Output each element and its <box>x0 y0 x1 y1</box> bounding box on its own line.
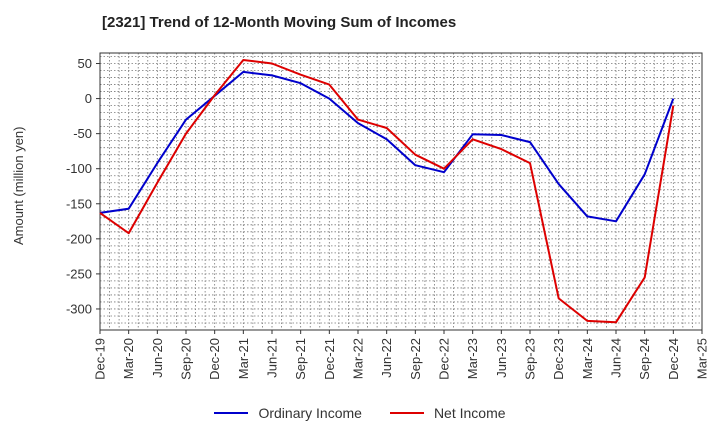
x-tick-label: Jun-23 <box>494 338 509 378</box>
plot-background <box>100 53 702 330</box>
y-tick-label: -200 <box>66 231 92 246</box>
y-tick-label: -250 <box>66 266 92 281</box>
x-tick-label: Jun-22 <box>379 338 394 378</box>
legend: Ordinary Income Net Income <box>0 405 720 421</box>
series-line-net-income <box>99 59 675 324</box>
x-tick-label: Dec-21 <box>322 338 337 380</box>
y-tick-label: -100 <box>66 161 92 176</box>
y-tick-label: 0 <box>85 91 92 106</box>
x-tick-label: Dec-19 <box>93 338 108 380</box>
x-tick-label: Jun-20 <box>150 338 165 378</box>
x-tick-label: Dec-24 <box>666 338 681 380</box>
y-tick-label: 50 <box>78 56 92 71</box>
plot-frame <box>99 52 703 331</box>
x-tick-label: Dec-22 <box>437 338 452 380</box>
y-tick-label: -300 <box>66 301 92 316</box>
x-tick-label: Jun-21 <box>265 338 280 378</box>
legend-label-ordinary-income: Ordinary Income <box>258 405 362 421</box>
x-tick-label: Sep-24 <box>637 338 652 380</box>
chart-title: [2321] Trend of 12-Month Moving Sum of I… <box>102 14 457 31</box>
x-tick-label: Mar-22 <box>351 338 366 379</box>
x-tick-label: Dec-23 <box>551 338 566 380</box>
x-tick-label: Mar-25 <box>695 338 710 379</box>
legend-swatch-net-income <box>389 412 424 414</box>
legend-label-net-income: Net Income <box>433 405 506 421</box>
x-tick-label: Dec-20 <box>207 338 222 380</box>
x-tick-label: Sep-21 <box>293 338 308 380</box>
x-tick-label: Mar-23 <box>465 338 480 379</box>
x-tick-label: Mar-24 <box>580 338 595 379</box>
series-line-ordinary-income <box>99 70 675 223</box>
legend-item-net-income: Net Income <box>389 405 506 421</box>
x-tick-label: Mar-20 <box>121 338 136 379</box>
y-tick-label: -150 <box>66 196 92 211</box>
x-tick-label: Mar-21 <box>236 338 251 379</box>
y-tick-label: -50 <box>73 126 92 141</box>
x-tick-label: Sep-22 <box>408 338 423 380</box>
legend-swatch-ordinary-income <box>214 412 249 414</box>
legend-item-ordinary-income: Ordinary Income <box>214 405 362 421</box>
x-tick-label: Jun-24 <box>609 338 624 378</box>
x-tick-label: Sep-23 <box>523 338 538 380</box>
x-tick-label: Sep-20 <box>179 338 194 380</box>
